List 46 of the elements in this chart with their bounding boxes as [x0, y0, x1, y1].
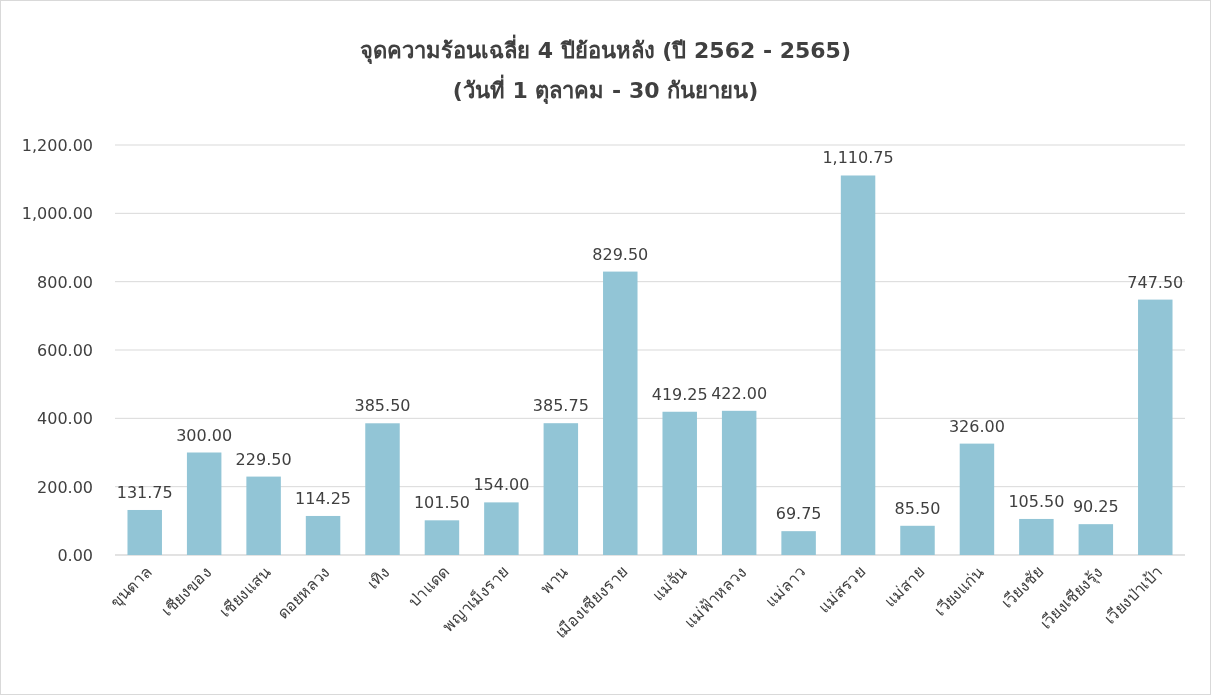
chart-title: จุดความร้อนเฉลี่ย 4 ปีย้อนหลัง (ปี 2562 - 2565): [360, 34, 851, 65]
data-label: 385.50: [354, 396, 411, 416]
bar: [603, 271, 638, 555]
data-label: 90.25: [1072, 497, 1119, 517]
bar: [186, 452, 222, 555]
bar: [1019, 518, 1054, 555]
bar: [424, 520, 460, 555]
bar: [662, 411, 697, 555]
data-label: 747.50: [1127, 272, 1184, 292]
data-label: 419.25: [651, 384, 708, 404]
x-tick-label: เทิง: [362, 562, 394, 593]
data-label: 229.50: [235, 449, 292, 469]
data-label: 300.00: [176, 425, 233, 445]
data-label: 422.00: [711, 383, 768, 403]
data-label: 829.50: [592, 244, 649, 264]
y-tick-label: 1,000.00: [21, 204, 93, 224]
bar: [959, 443, 995, 555]
y-tick-label: 400.00: [37, 409, 93, 429]
chart-subtitle: (วันที่ 1 ตุลาคม - 30 กันยายน): [452, 74, 759, 105]
bar: [781, 531, 816, 555]
y-tick-label: 600.00: [37, 341, 93, 360]
data-label: 105.50: [1008, 491, 1065, 511]
bar: [721, 410, 757, 555]
y-tick-label: 200.00: [37, 477, 93, 497]
data-label: 385.75: [532, 396, 589, 416]
y-tick-label: 1,200.00: [21, 136, 93, 155]
y-tick-label: 0.00: [57, 546, 93, 565]
data-label: 114.25: [295, 488, 352, 508]
bar: [900, 525, 935, 555]
data-label: 154.00: [473, 475, 530, 495]
bar: [1138, 299, 1173, 555]
bar: [543, 423, 579, 555]
y-tick-label: 800.00: [37, 272, 93, 292]
bar: [246, 476, 281, 555]
data-label: 1,110.75: [822, 148, 894, 168]
bar: [484, 502, 519, 555]
data-label: 131.75: [116, 482, 173, 502]
bar: [305, 515, 341, 555]
bar: [1078, 524, 1114, 555]
data-label: 101.50: [413, 493, 470, 513]
data-label: 85.50: [894, 498, 941, 518]
data-label: 69.75: [775, 504, 822, 524]
data-label: 326.00: [948, 416, 1005, 436]
bar: [127, 509, 162, 555]
bar: [365, 423, 400, 555]
bar: [840, 175, 876, 555]
